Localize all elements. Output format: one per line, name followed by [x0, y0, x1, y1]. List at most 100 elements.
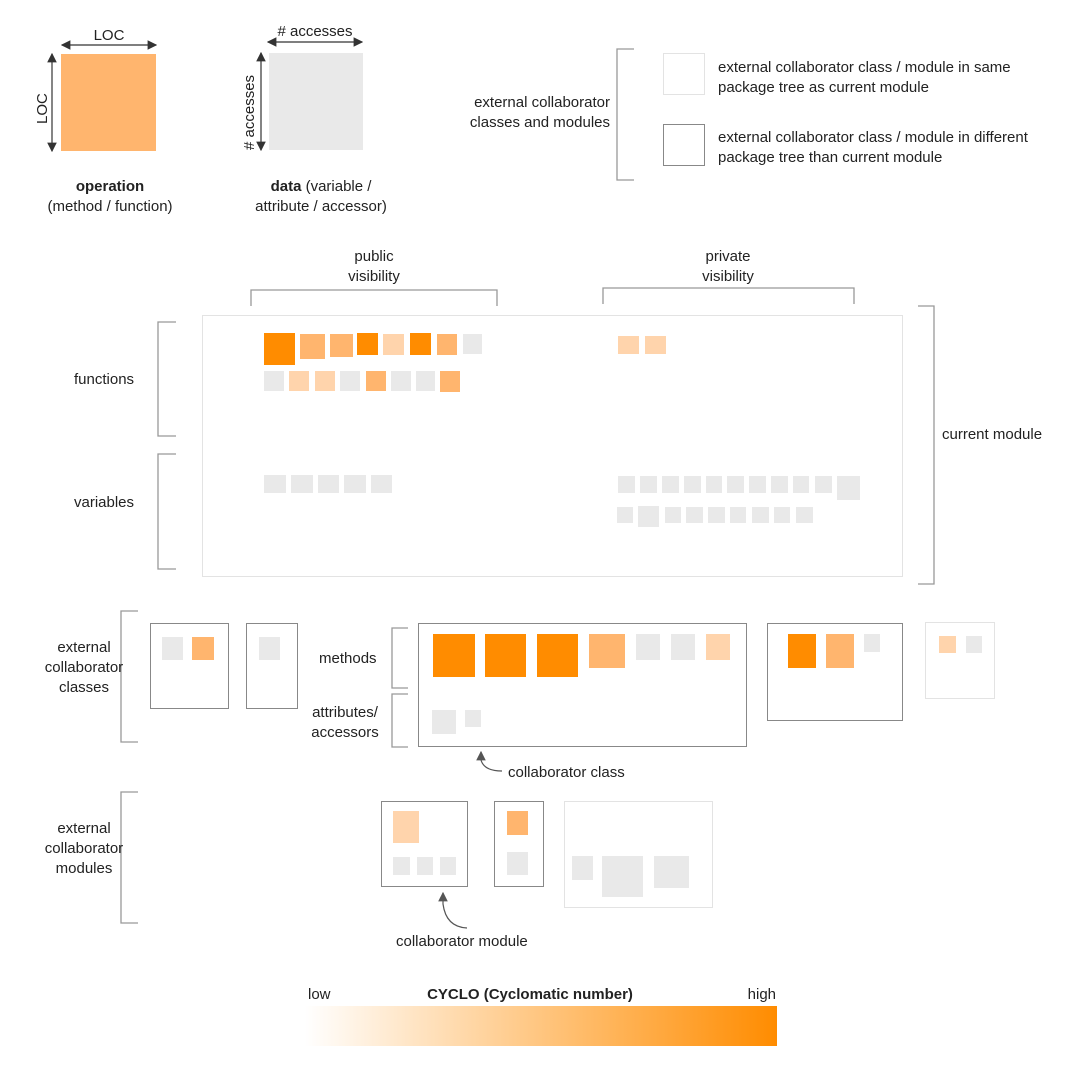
class-operation [259, 637, 280, 660]
private-variable [686, 507, 703, 523]
module-variable [654, 856, 689, 888]
ext-modules-label-line2: collaborator [44, 840, 124, 857]
different-package-sample-box [663, 124, 705, 166]
collaborator-class-label: collaborator class [508, 764, 625, 781]
data-title-rest: (variable / [301, 178, 372, 195]
different-package-line1: external collaborator class / module in … [718, 129, 1028, 146]
scale-title: CYCLO (Cyclomatic number) [427, 986, 633, 1003]
private-variable [752, 507, 769, 523]
public-variable [264, 475, 286, 493]
class-operation [192, 637, 214, 660]
public-function [437, 334, 457, 355]
methods-bracket [391, 627, 408, 689]
operation-sample-square [61, 54, 156, 151]
class-operation [939, 636, 956, 653]
class-method [537, 634, 578, 677]
private-variable [684, 476, 701, 493]
private-variable [730, 507, 746, 523]
public-function [315, 371, 335, 391]
public-function [383, 334, 404, 355]
public-label-line2: visibility [348, 268, 400, 285]
private-variable [793, 476, 809, 493]
private-function [618, 336, 639, 354]
private-label-line1: private [705, 248, 751, 265]
current-module-bracket [918, 305, 935, 585]
private-variable [727, 476, 744, 493]
public-function [357, 333, 378, 355]
ext-classes-label-line2: collaborator [44, 659, 124, 676]
private-variable [662, 476, 679, 493]
ext-modules-label-line3: modules [55, 860, 113, 877]
collaborator-class-pointer [476, 750, 503, 772]
operation-subtitle: (method / function) [47, 198, 173, 215]
class-operation [966, 636, 982, 653]
public-function [440, 371, 460, 392]
same-package-line1: external collaborator class / module in … [718, 59, 1011, 76]
collaborator-class-box [767, 623, 903, 721]
different-package-line2: package tree than current module [718, 149, 943, 166]
public-function [463, 334, 482, 354]
class-operation [864, 634, 880, 652]
attributes-label-line2: accessors [311, 724, 379, 741]
module-variable [440, 857, 456, 875]
collaborator-module-box [494, 801, 544, 887]
class-operation [788, 634, 816, 668]
variables-bracket [157, 453, 176, 570]
external-legend-bracket [616, 48, 634, 181]
private-variable [708, 507, 725, 523]
public-function [366, 371, 386, 391]
class-attribute [432, 710, 456, 734]
ext-classes-label-line3: classes [58, 679, 110, 696]
attributes-label-line1: attributes/ [312, 704, 378, 721]
data-title: data [270, 178, 302, 195]
data-subtitle: attribute / accessor) [255, 198, 387, 215]
module-function [393, 811, 419, 843]
public-function [264, 371, 284, 391]
external-legend-label-line2: classes and modules [469, 114, 610, 131]
module-variable [602, 856, 643, 897]
collaborator-module-pointer [438, 891, 468, 929]
data-sample-square [269, 53, 363, 150]
private-label-line2: visibility [702, 268, 754, 285]
variables-label: variables [74, 494, 135, 511]
same-package-sample-box [663, 53, 705, 95]
public-variable [371, 475, 392, 493]
class-attribute [465, 710, 481, 727]
collaborator-class-box [246, 623, 298, 709]
private-variable [640, 476, 657, 493]
module-variable [393, 857, 410, 875]
ext-classes-bracket [120, 610, 138, 743]
collaborator-class-box-main [418, 623, 747, 747]
cyclo-gradient-bar [305, 1006, 777, 1046]
data-accesses-height-label: # accesses [241, 74, 258, 150]
public-label-line1: public [354, 248, 394, 265]
ext-classes-label-line1: external [57, 639, 111, 656]
module-variable [417, 857, 433, 875]
collaborator-class-box [150, 623, 229, 709]
collaborator-module-label: collaborator module [396, 933, 528, 950]
private-variable [774, 507, 790, 523]
class-method [589, 634, 625, 668]
ext-modules-bracket [120, 791, 138, 924]
functions-bracket [157, 321, 176, 437]
functions-label: functions [74, 371, 135, 388]
current-module-box [202, 315, 903, 577]
class-method [671, 634, 695, 660]
class-method [433, 634, 475, 677]
data-title-line: data (variable / [236, 177, 406, 196]
operation-title: operation [75, 178, 145, 195]
public-variable [318, 475, 339, 493]
class-operation [162, 637, 183, 660]
scale-low-label: low [308, 986, 331, 1003]
data-accesses-width-label: # accesses [277, 23, 353, 40]
collaborator-module-box-same-package [564, 801, 713, 908]
private-variable [815, 476, 832, 493]
private-variable [837, 476, 860, 500]
class-method [636, 634, 660, 660]
public-variable [291, 475, 313, 493]
private-variable [638, 506, 659, 527]
public-function [289, 371, 309, 391]
ext-modules-label-line1: external [57, 820, 111, 837]
private-variable [706, 476, 722, 493]
private-variable [796, 507, 813, 523]
